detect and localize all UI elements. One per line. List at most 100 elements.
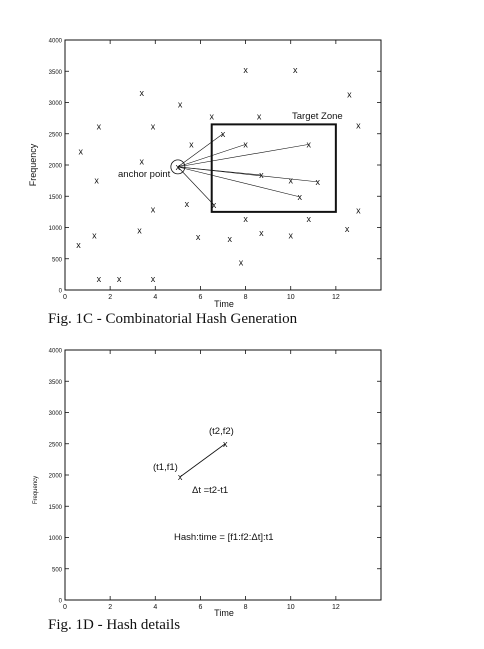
peak-point: x bbox=[345, 224, 350, 234]
plot-area-1d bbox=[64, 349, 382, 601]
peak-point: x bbox=[307, 139, 312, 149]
peak-point: x bbox=[243, 139, 248, 149]
figure-1d: 0 500 1000 1500 2000 2500 3000 3500 4000 0 2 4 6 8 10… bbox=[33, 349, 382, 618]
peak-point: x bbox=[151, 121, 156, 131]
figure-1c-caption: Fig. 1C - Combinatorial Hash Generation bbox=[48, 311, 298, 327]
figure-1d-caption: Fig. 1D - Hash details bbox=[48, 617, 181, 633]
fig1d-xtick-label: 12 bbox=[332, 604, 340, 611]
hash-pair-points: xx bbox=[178, 439, 228, 482]
peak-point: x bbox=[257, 111, 262, 121]
p2-label: (t2,f2) bbox=[209, 426, 234, 437]
fig1c-xtick-label: 2 bbox=[108, 294, 112, 301]
peak-point: x bbox=[243, 65, 248, 75]
fig1c-ytick-label: 1000 bbox=[49, 226, 63, 232]
peak-point: x bbox=[209, 111, 214, 121]
anchor-point-circle bbox=[170, 159, 186, 175]
fig1d-ytick-label: 2000 bbox=[49, 474, 63, 480]
fig1c-xtick-label: 0 bbox=[63, 294, 67, 301]
fig1d-ytick-label: 500 bbox=[52, 567, 63, 573]
peak-point: x bbox=[356, 206, 361, 216]
fig1c-ytick-label: 0 bbox=[59, 289, 63, 295]
fig1d-ytick-label: 3000 bbox=[49, 411, 63, 417]
peak-point: x bbox=[347, 89, 352, 99]
peak-point: x bbox=[185, 199, 190, 209]
peak-point: x bbox=[356, 121, 361, 131]
fig1d-ytick-label: 0 bbox=[59, 599, 63, 605]
peak-point: x bbox=[94, 176, 99, 186]
fig1c-xtick-label: 10 bbox=[287, 294, 295, 301]
fig1c-xtick-label: 12 bbox=[332, 294, 340, 301]
fig1c-xtick-label: 6 bbox=[198, 294, 202, 301]
peak-point: x bbox=[92, 231, 97, 241]
fig1d-xtick-label: 4 bbox=[153, 604, 157, 611]
peak-point: x bbox=[221, 129, 226, 139]
delta-t-label: Δt =t2-t1 bbox=[192, 485, 228, 496]
peak-point: x bbox=[259, 170, 264, 180]
peak-point: x bbox=[228, 234, 233, 244]
peak-point: x bbox=[288, 176, 293, 186]
plot-area-1c bbox=[64, 39, 382, 291]
x-axis-label-1c: Time bbox=[214, 299, 234, 309]
peak-point: x bbox=[76, 240, 81, 250]
peak-point: x bbox=[139, 88, 144, 98]
fig1c-ytick-label: 2500 bbox=[49, 132, 63, 138]
hash-fan-line bbox=[177, 166, 215, 206]
peak-point: x bbox=[243, 214, 248, 224]
fig1d-ytick-label: 1000 bbox=[49, 536, 63, 542]
fig1c-ytick-label: 4000 bbox=[49, 39, 63, 45]
x-axis-label-1d: Time bbox=[214, 608, 234, 618]
fig1d-xtick-label: 2 bbox=[108, 604, 112, 611]
peak-point: x bbox=[239, 258, 244, 268]
fig1d-xtick-label: 10 bbox=[287, 604, 295, 611]
fig1c-ytick-label: 1500 bbox=[49, 195, 63, 201]
x-ticks-1d: 0 2 4 6 8 10 12 bbox=[63, 350, 340, 611]
y-axis-label-1d: Frequency bbox=[33, 476, 39, 504]
hash-fan-line bbox=[177, 144, 309, 168]
fig1c-ytick-label: 3000 bbox=[49, 101, 63, 107]
peak-point: x bbox=[297, 192, 302, 202]
peak-point: x bbox=[259, 228, 264, 238]
p1-label: (t1,f1) bbox=[153, 462, 178, 473]
peak-point: x bbox=[97, 274, 102, 284]
peak-point: x bbox=[316, 177, 321, 187]
point-t2-f2: x bbox=[223, 439, 228, 449]
peak-point: x bbox=[307, 214, 312, 224]
fig1d-xtick-label: 0 bbox=[63, 604, 67, 611]
fig1c-ytick-label: 500 bbox=[52, 257, 63, 263]
peak-point: x bbox=[178, 99, 183, 109]
peak-point: x bbox=[189, 139, 194, 149]
hash-fan-line bbox=[177, 133, 224, 168]
hash-fan-line bbox=[177, 166, 318, 183]
fig1d-ytick-label: 2500 bbox=[49, 442, 63, 448]
peak-point: x bbox=[151, 204, 156, 214]
fig1c-ytick-label: 2000 bbox=[49, 164, 63, 170]
peak-point: x bbox=[137, 226, 142, 236]
fig1c-ytick-label: 3500 bbox=[49, 70, 63, 76]
fig1d-xtick-label: 8 bbox=[244, 604, 248, 611]
peak-point: x bbox=[139, 156, 144, 166]
hash-pair-line bbox=[179, 443, 226, 478]
x-ticks-1c: 0 2 4 6 8 10 12 bbox=[63, 40, 340, 301]
anchor-point-label: anchor point bbox=[118, 169, 171, 180]
fig1c-xtick-label: 4 bbox=[153, 294, 157, 301]
peak-point: x bbox=[212, 200, 217, 210]
fig1d-ytick-label: 3500 bbox=[49, 380, 63, 386]
y-ticks-1c: 0 500 1000 1500 2000 2500 3000 3500 4000 bbox=[49, 39, 381, 295]
peak-point: x bbox=[293, 65, 298, 75]
hash-formula-label: Hash:time = [f1:f2:Δt]:t1 bbox=[174, 532, 274, 543]
fig1d-xtick-label: 6 bbox=[198, 604, 202, 611]
peak-point: x bbox=[151, 274, 156, 284]
figure-1c: 0 500 1000 1500 2000 2500 3000 3500 4000 0 2 4 6 8 10… bbox=[28, 39, 382, 309]
fig1d-ytick-label: 1500 bbox=[49, 505, 63, 511]
fig1d-ytick-label: 4000 bbox=[49, 349, 63, 355]
y-ticks-1d: 0 500 1000 1500 2000 2500 3000 3500 4000 bbox=[49, 349, 381, 605]
peak-point: x bbox=[117, 274, 122, 284]
fig1c-xtick-label: 8 bbox=[244, 294, 248, 301]
peak-point: x bbox=[97, 121, 102, 131]
target-zone-label: Target Zone bbox=[292, 111, 343, 122]
target-zone-box bbox=[210, 123, 337, 213]
peak-point: x bbox=[79, 146, 84, 156]
point-t1-f1: x bbox=[178, 472, 183, 482]
anchor-point-marker: x bbox=[176, 162, 181, 172]
